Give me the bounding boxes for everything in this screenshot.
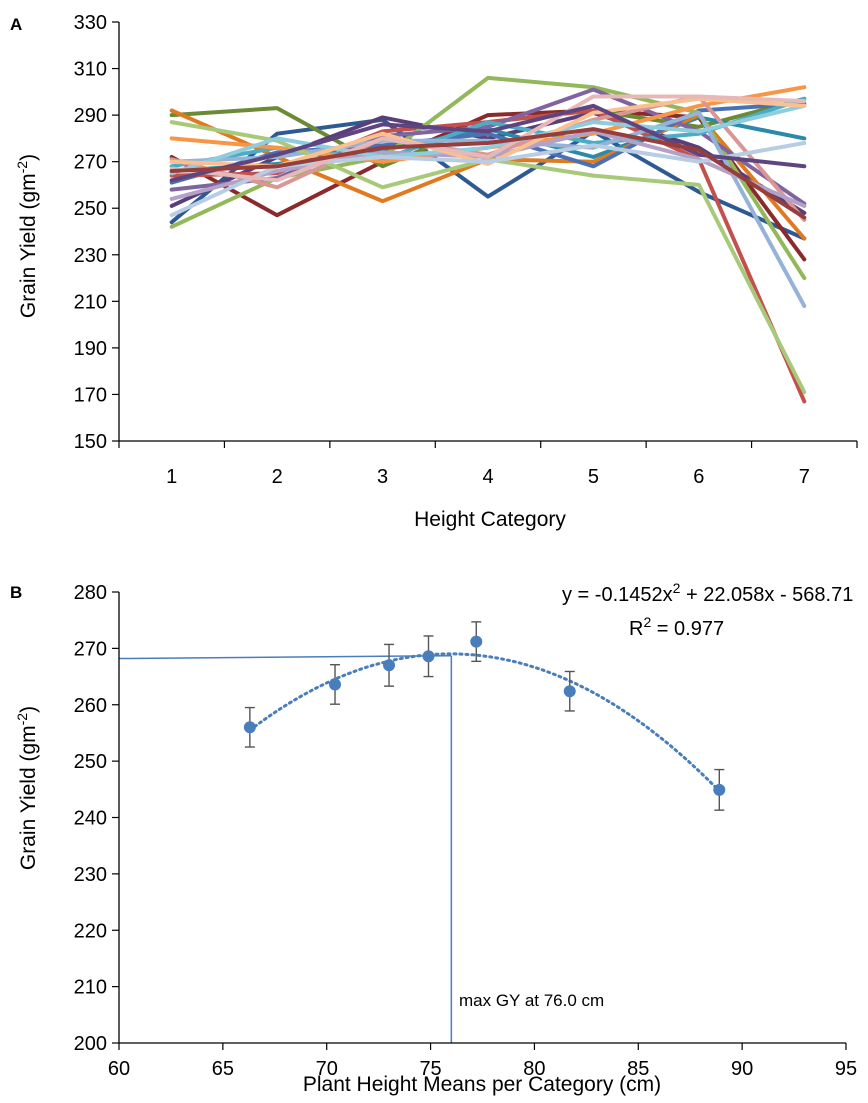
- data-point-1: [243, 706, 256, 748]
- panel-a-label: A: [10, 15, 22, 34]
- series-line-13: [169, 110, 807, 308]
- max-horizontal-line: [118, 654, 452, 660]
- data-point-6: [563, 670, 576, 712]
- series-line-21: [169, 103, 807, 183]
- data-point-4: [422, 635, 435, 678]
- series-line-1: [169, 117, 807, 241]
- x-tick-label: 75: [419, 1058, 441, 1080]
- data-point-3: [383, 643, 396, 687]
- y-tick-label: 280: [74, 582, 107, 604]
- point-marker: [422, 650, 435, 663]
- y-tick-label: 170: [74, 384, 107, 406]
- y-tick-label: 150: [74, 431, 107, 453]
- panel-b-trend-equation: y = -0.1452x2 + 22.058x - 568.71: [562, 580, 853, 606]
- y-tick-label: 270: [74, 638, 107, 660]
- x-tick-label: 85: [627, 1058, 649, 1080]
- panel-a-x-axis-label: Height Category: [414, 508, 566, 531]
- panel-b: B 200 210 220 230 240 250 260 270 280 60 65 70 75 80…: [10, 580, 857, 1096]
- panel-a: A 150 170 190 210 230 250 270 290 310 330 1 2 3 4 5 6 7…: [10, 12, 858, 531]
- panel-b-x-ticks: 60 65 70 75 80 85 90 95: [108, 1043, 857, 1080]
- series-line-17: [169, 103, 807, 176]
- panel-a-x-ticks: 1 2 3 4 5 6 7: [118, 441, 858, 488]
- x-tick-label: 4: [482, 466, 493, 488]
- x-tick-label: 65: [212, 1058, 234, 1080]
- point-marker: [470, 635, 483, 648]
- panel-b-label: B: [10, 583, 22, 602]
- x-tick-label: 7: [799, 466, 810, 488]
- panel-b-max-label: max GY at 76.0 cm: [459, 991, 604, 1010]
- data-point-5: [470, 621, 483, 663]
- y-tick-label: 230: [74, 864, 107, 886]
- panel-a-series-lines: [169, 75, 807, 404]
- panel-a-y-axis-label: Grain Yield (gm-2): [14, 154, 40, 318]
- point-marker: [563, 685, 576, 698]
- y-tick-label: 240: [74, 808, 107, 830]
- data-point-2: [329, 664, 342, 705]
- y-tick-label: 210: [74, 977, 107, 999]
- y-tick-label: 210: [74, 291, 107, 313]
- y-tick-label: 260: [74, 695, 107, 717]
- panel-a-y-ticks: 150 170 190 210 230 250 270 290 310 330: [74, 12, 119, 453]
- panel-b-points: [243, 621, 726, 811]
- panel-b-y-ticks: 200 210 220 230 240 250 260 270 280: [74, 582, 119, 1055]
- x-tick-label: 70: [316, 1058, 338, 1080]
- x-tick-label: 90: [731, 1058, 753, 1080]
- x-tick-label: 6: [693, 466, 704, 488]
- panel-b-trendline: [248, 652, 721, 793]
- series-line-22: [169, 127, 807, 220]
- x-tick-label: 3: [377, 466, 388, 488]
- y-tick-label: 250: [74, 198, 107, 220]
- y-tick-label: 310: [74, 59, 107, 81]
- point-marker: [713, 783, 726, 796]
- data-point-7: [713, 768, 726, 811]
- x-tick-label: 5: [588, 466, 599, 488]
- y-tick-label: 220: [74, 920, 107, 942]
- x-tick-label: 2: [272, 466, 283, 488]
- panel-b-y-axis-label: Grain Yield (gm-2): [14, 706, 40, 870]
- point-marker: [329, 678, 342, 691]
- y-tick-label: 290: [74, 105, 107, 127]
- series-line-7: [169, 101, 807, 185]
- y-tick-label: 250: [74, 751, 107, 773]
- point-marker: [243, 721, 256, 734]
- y-tick-label: 270: [74, 152, 107, 174]
- x-tick-label: 1: [166, 466, 177, 488]
- series-line-15: [169, 120, 807, 395]
- panel-b-r-squared: R2 = 0.977: [629, 614, 724, 640]
- x-tick-label: 80: [523, 1058, 545, 1080]
- y-tick-label: 190: [74, 338, 107, 360]
- x-tick-label: 60: [108, 1058, 130, 1080]
- y-tick-label: 330: [74, 12, 107, 34]
- x-tick-label: 95: [835, 1058, 857, 1080]
- point-marker: [383, 659, 396, 672]
- y-tick-label: 200: [74, 1033, 107, 1055]
- y-tick-label: 230: [74, 245, 107, 267]
- panel-b-max-marker: [118, 654, 453, 1043]
- panel-b-x-axis-label: Plant Height Means per Category (cm): [303, 1073, 661, 1096]
- series-line-20: [169, 94, 807, 183]
